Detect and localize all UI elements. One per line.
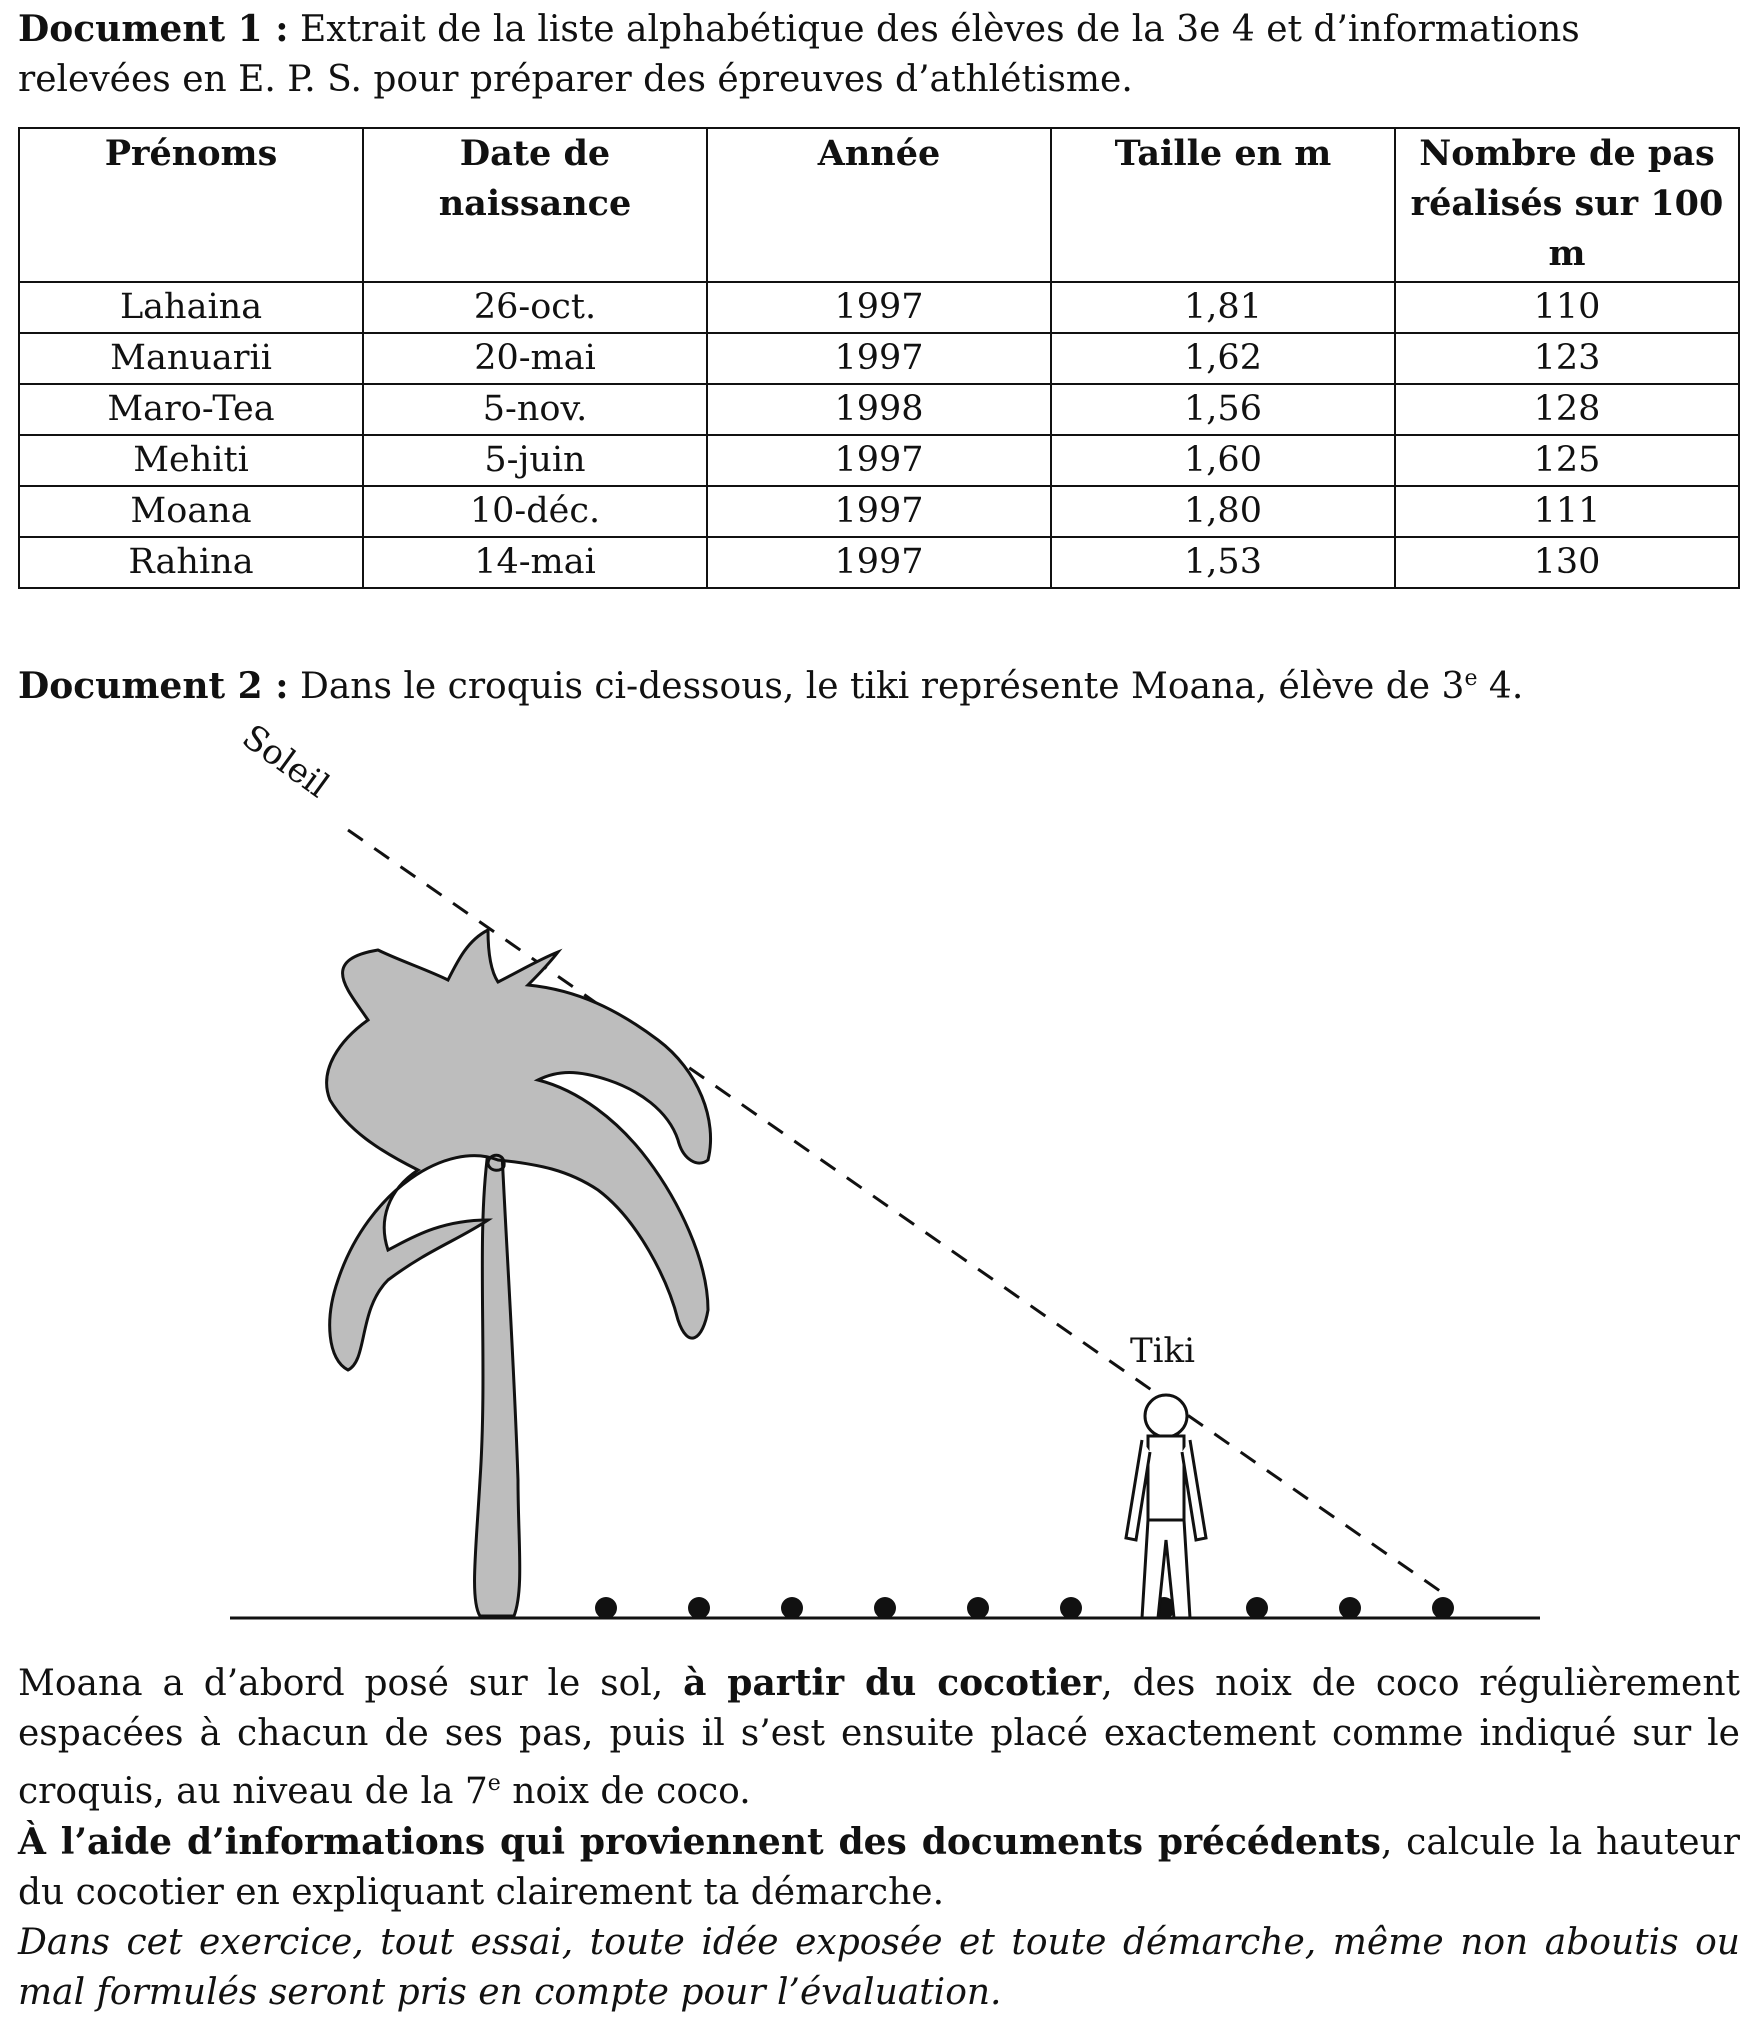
cell-prenom: Maro-Tea bbox=[18, 383, 364, 436]
cell-date: 5-nov. bbox=[362, 383, 708, 436]
document-2-text-end: 4. bbox=[1477, 666, 1524, 707]
cell-date: 26-oct. bbox=[362, 281, 708, 334]
document-2-intro: Document 2 : Dans le croquis ci-dessous,… bbox=[18, 654, 1740, 712]
cell-taille: 1,62 bbox=[1050, 332, 1396, 385]
coconut bbox=[688, 1597, 710, 1619]
palm-frond-knot bbox=[486, 1153, 506, 1172]
tiki-right-arm bbox=[1180, 1439, 1208, 1542]
instructions-text: Moana a d’abord posé sur le sol, bbox=[18, 1663, 684, 1704]
table-row: Manuarii 20-mai 1997 1,62 123 bbox=[18, 332, 1740, 385]
table-row: Lahaina 26-oct. 1997 1,81 110 bbox=[18, 281, 1740, 334]
document-1-text: Extrait de la liste alphabétique des élè… bbox=[18, 9, 1580, 100]
palm-fronds bbox=[325, 927, 713, 1372]
cell-annee: 1998 bbox=[706, 383, 1052, 436]
document-1-intro: Document 1 : Extrait de la liste alphabé… bbox=[18, 4, 1740, 105]
cell-annee: 1997 bbox=[706, 281, 1052, 334]
cell-pas: 123 bbox=[1394, 332, 1740, 385]
table-row: Maro-Tea 5-nov. 1998 1,56 128 bbox=[18, 383, 1740, 436]
instructions-paragraph-2: À l’aide d’informations qui proviennent … bbox=[18, 1817, 1740, 1918]
instructions-text: noix de coco. bbox=[500, 1771, 751, 1812]
instructions-bold: À l’aide d’informations qui proviennent … bbox=[18, 1821, 1381, 1863]
header-date-naissance: Date de naissance bbox=[362, 127, 708, 283]
tiki-torso bbox=[1146, 1434, 1186, 1522]
coconut bbox=[1246, 1597, 1268, 1619]
tiki-label: Tiki bbox=[1130, 1331, 1195, 1371]
cell-taille: 1,81 bbox=[1050, 281, 1396, 334]
instructions-paragraph-3: Dans cet exercice, tout essai, toute idé… bbox=[18, 1922, 1740, 2013]
instructions-text: , calcule la hauteur du cocotier en expl… bbox=[18, 1822, 1740, 1913]
palm-trunk bbox=[473, 1150, 522, 1618]
cell-date: 14-mai bbox=[362, 536, 708, 589]
document-2-label: Document 2 : bbox=[18, 665, 289, 707]
coconut bbox=[1060, 1597, 1082, 1619]
cell-prenom: Manuarii bbox=[18, 332, 364, 385]
cell-date: 20-mai bbox=[362, 332, 708, 385]
table-row: Rahina 14-mai 1997 1,53 130 bbox=[18, 536, 1740, 589]
document-2-superscript: e bbox=[1464, 666, 1478, 691]
cell-prenom: Moana bbox=[18, 485, 364, 538]
tiki-left-arm bbox=[1124, 1439, 1152, 1542]
coconut bbox=[874, 1597, 896, 1619]
coconuts bbox=[595, 1597, 1454, 1619]
tiki-figure bbox=[1124, 1393, 1208, 1620]
students-table: Prénoms Date de naissance Année Taille e… bbox=[18, 127, 1740, 589]
cell-annee: 1997 bbox=[706, 332, 1052, 385]
instructions-bold: à partir du cocotier bbox=[683, 1662, 1102, 1704]
cell-taille: 1,60 bbox=[1050, 434, 1396, 487]
instructions: Moana a d’abord posé sur le sol, à parti… bbox=[18, 1658, 1740, 2018]
cell-annee: 1997 bbox=[706, 434, 1052, 487]
cell-pas: 125 bbox=[1394, 434, 1740, 487]
header-prenoms: Prénoms bbox=[18, 127, 364, 283]
cell-taille: 1,80 bbox=[1050, 485, 1396, 538]
cell-prenom: Mehiti bbox=[18, 434, 364, 487]
cell-taille: 1,56 bbox=[1050, 383, 1396, 436]
cell-prenom: Rahina bbox=[18, 536, 364, 589]
document-2-text: Dans le croquis ci-dessous, le tiki repr… bbox=[299, 666, 1465, 707]
cell-annee: 1997 bbox=[706, 485, 1052, 538]
coconut bbox=[967, 1597, 989, 1619]
coconut bbox=[1432, 1597, 1454, 1619]
header-annee: Année bbox=[706, 127, 1052, 283]
cell-date: 5-juin bbox=[362, 434, 708, 487]
palm-tree bbox=[325, 927, 713, 1618]
cell-pas: 110 bbox=[1394, 281, 1740, 334]
document-1-label: Document 1 : bbox=[18, 8, 289, 50]
cell-prenom: Lahaina bbox=[18, 281, 364, 334]
cell-pas: 130 bbox=[1394, 536, 1740, 589]
table-header-row: Prénoms Date de naissance Année Taille e… bbox=[18, 127, 1740, 283]
cell-taille: 1,53 bbox=[1050, 536, 1396, 589]
coconut bbox=[595, 1597, 617, 1619]
cell-annee: 1997 bbox=[706, 536, 1052, 589]
instructions-paragraph-1: Moana a d’abord posé sur le sol, à parti… bbox=[18, 1658, 1740, 1817]
header-nombre-pas: Nombre de pas réalisés sur 100 m bbox=[1394, 127, 1740, 283]
header-taille: Taille en m bbox=[1050, 127, 1396, 283]
tiki-legs bbox=[1140, 1518, 1192, 1620]
cell-date: 10-déc. bbox=[362, 485, 708, 538]
coconut bbox=[1339, 1597, 1361, 1619]
instructions-superscript: e bbox=[487, 1771, 501, 1796]
table-row: Mehiti 5-juin 1997 1,60 125 bbox=[18, 434, 1740, 487]
tiki-head bbox=[1143, 1393, 1189, 1439]
cell-pas: 111 bbox=[1394, 485, 1740, 538]
sketch-coconut-tree: Soleil Tiki bbox=[230, 720, 1540, 1620]
cell-pas: 128 bbox=[1394, 383, 1740, 436]
sun-label: Soleil bbox=[235, 720, 337, 806]
coconut bbox=[781, 1597, 803, 1619]
instructions-text: , des noix de coco régulièrement espacée… bbox=[18, 1663, 1740, 1812]
table-row: Moana 10-déc. 1997 1,80 111 bbox=[18, 485, 1740, 538]
